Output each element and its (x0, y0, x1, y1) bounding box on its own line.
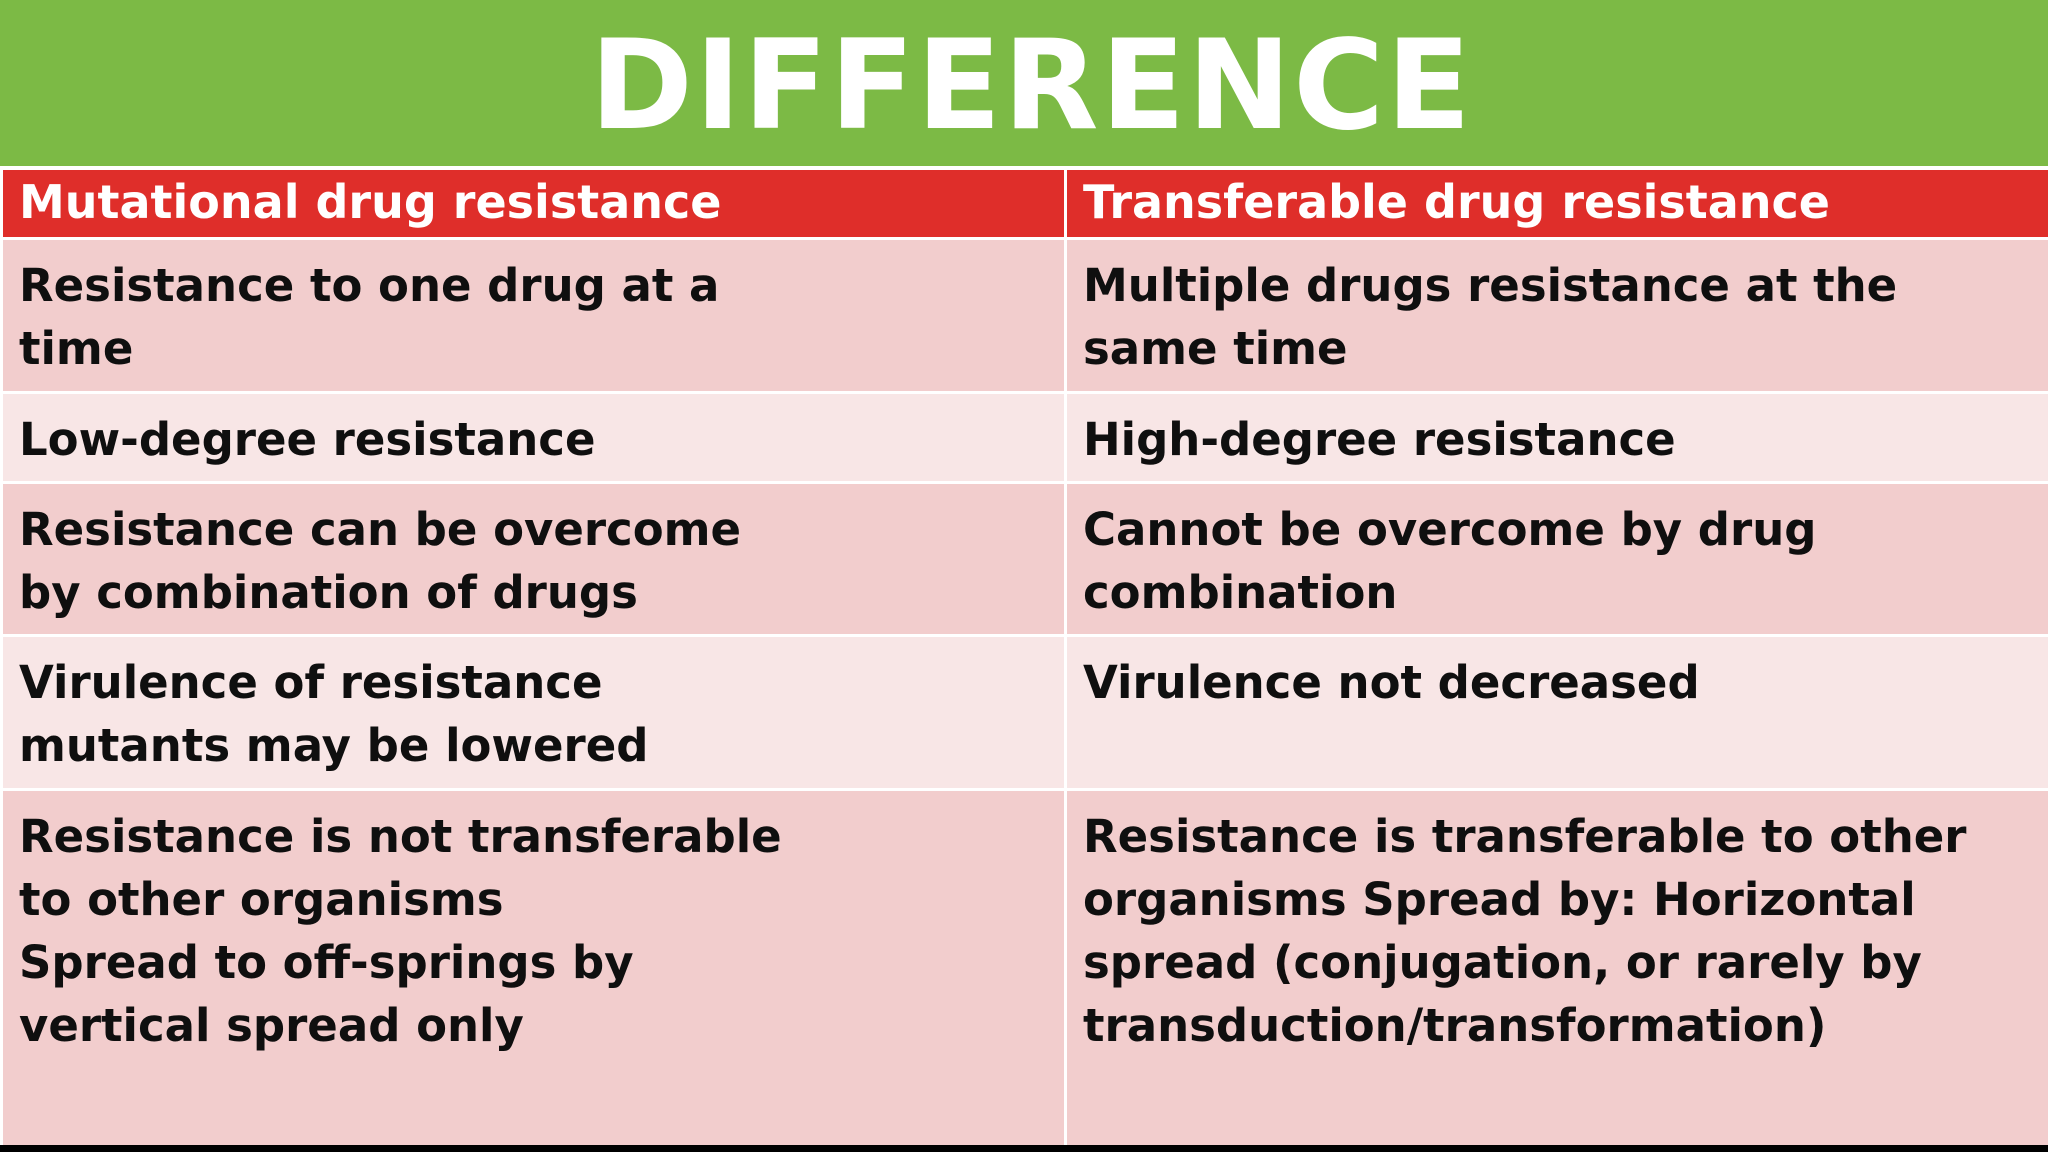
transferable-text: Virulence not decreased (1083, 656, 1700, 709)
transferable-cell: Multiple drugs resistance at the same ti… (1064, 237, 2048, 394)
table-row: Resistance to one drug at a time Multipl… (0, 237, 2048, 394)
mutational-cell: Resistance can be overcome by combinatio… (0, 481, 1067, 637)
table-row: Virulence of resistance mutants may be l… (0, 634, 2048, 791)
transferable-text: High-degree resistance (1083, 413, 1676, 466)
transferable-cell: High-degree resistance (1064, 391, 2048, 484)
mutational-text: Low-degree resistance (19, 413, 596, 466)
slide-title: DIFFERENCE (590, 14, 1473, 158)
mutational-cell: Resistance is not transferable to other … (0, 788, 1067, 1145)
mutational-text: Virulence of resistance mutants may be l… (19, 656, 649, 772)
comparison-table: Mutational drug resistance Transferable … (0, 167, 2048, 1145)
transferable-cell: Virulence not decreased (1064, 634, 2048, 791)
title-bar: DIFFERENCE (0, 0, 2048, 166)
mutational-cell: Resistance to one drug at a time (0, 237, 1067, 394)
mutational-text: Resistance to one drug at a time (19, 259, 720, 375)
mutational-text: Resistance is not transferable to other … (19, 810, 782, 1052)
transferable-cell: Resistance is transferable to other orga… (1064, 788, 2048, 1145)
mutational-text: Resistance can be overcome by combinatio… (19, 503, 742, 619)
mutational-cell: Low-degree resistance (0, 391, 1067, 484)
transferable-text: Resistance is transferable to other orga… (1083, 810, 1967, 1052)
table-row: Resistance can be overcome by combinatio… (0, 481, 2048, 637)
transferable-cell: Cannot be overcome by drug combination (1064, 481, 2048, 637)
transferable-text: Cannot be overcome by drug combination (1083, 503, 1817, 619)
header-transferable: Transferable drug resistance (1064, 167, 2048, 240)
header-mutational: Mutational drug resistance (0, 167, 1067, 240)
transferable-text: Multiple drugs resistance at the same ti… (1083, 259, 1898, 375)
mutational-cell: Virulence of resistance mutants may be l… (0, 634, 1067, 791)
table-header-row: Mutational drug resistance Transferable … (0, 167, 2048, 240)
table-row: Resistance is not transferable to other … (0, 788, 2048, 1145)
table-row: Low-degree resistance High-degree resist… (0, 391, 2048, 484)
